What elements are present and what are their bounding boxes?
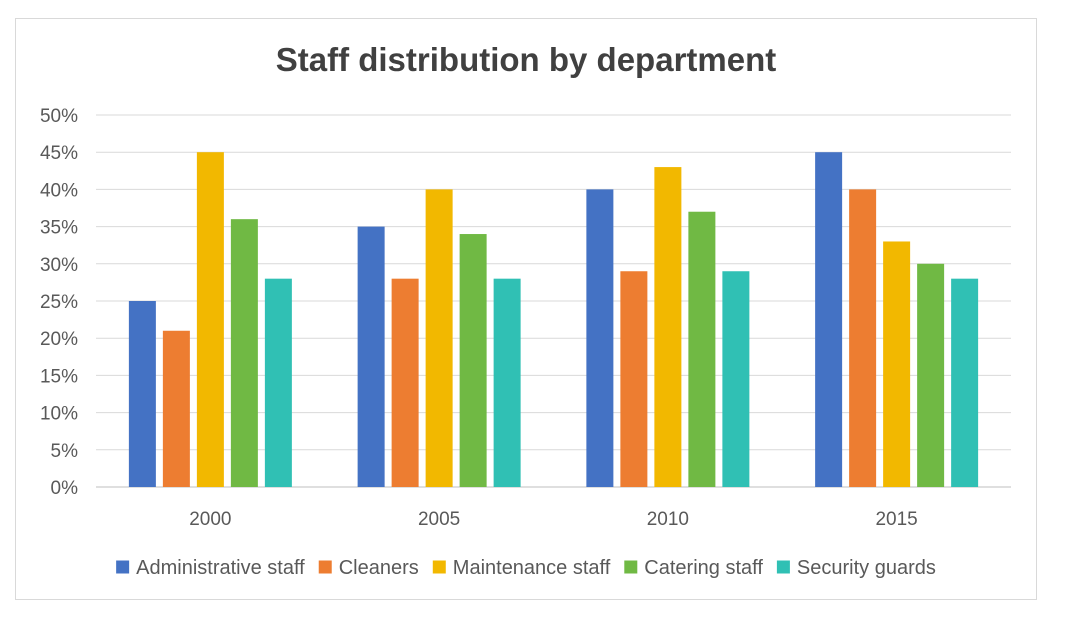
bar-cleaners-2010 [620, 271, 647, 487]
x-tick-label: 2010 [647, 509, 689, 530]
y-tick-label: 35% [40, 218, 78, 239]
bar-administrative-staff-2005 [358, 227, 385, 487]
legend-item: Administrative staff [116, 557, 305, 579]
legend-swatch [777, 561, 790, 574]
bar-administrative-staff-2015 [815, 152, 842, 487]
legend: Administrative staff Cleaners Maintenance … [116, 557, 936, 579]
bar-security-guards-2005 [494, 279, 521, 487]
legend-label: Security guards [797, 557, 936, 579]
legend-swatch [433, 561, 446, 574]
legend-item: Catering staff [624, 557, 763, 579]
bar-catering-staff-2005 [460, 234, 487, 487]
legend-swatch [624, 561, 637, 574]
bar-maintenance-staff-2000 [197, 152, 224, 487]
y-tick-label: 40% [40, 180, 78, 201]
y-tick-label: 25% [40, 292, 78, 313]
y-tick-label: 50% [40, 106, 78, 127]
bar-maintenance-staff-2015 [883, 241, 910, 487]
x-tick-label: 2005 [418, 509, 460, 530]
legend-label: Cleaners [339, 557, 419, 579]
legend-label: Administrative staff [136, 557, 305, 579]
bar-cleaners-2000 [163, 331, 190, 487]
bar-cleaners-2005 [392, 279, 419, 487]
bar-catering-staff-2015 [917, 264, 944, 487]
chart-title: Staff distribution by department [276, 41, 777, 78]
bar-maintenance-staff-2010 [654, 167, 681, 487]
x-tick-label: 2000 [189, 509, 231, 530]
x-tick-label: 2015 [875, 509, 917, 530]
legend-swatch [319, 561, 332, 574]
legend-item: Maintenance staff [433, 557, 611, 579]
bar-security-guards-2015 [951, 279, 978, 487]
bar-security-guards-2010 [722, 271, 749, 487]
y-tick-label: 20% [40, 329, 78, 350]
bar-administrative-staff-2010 [586, 189, 613, 487]
x-axis-ticks: 2000 2005 2010 2015 [189, 509, 918, 530]
bar-administrative-staff-2000 [129, 301, 156, 487]
bars [129, 152, 978, 487]
legend-swatch [116, 561, 129, 574]
chart-canvas: Staff distribution by department 0% 5% 10%… [16, 19, 1036, 599]
y-tick-label: 0% [51, 478, 79, 499]
legend-item: Cleaners [319, 557, 419, 579]
bar-security-guards-2000 [265, 279, 292, 487]
y-tick-label: 15% [40, 366, 78, 387]
bar-catering-staff-2010 [688, 212, 715, 487]
bar-maintenance-staff-2005 [426, 189, 453, 487]
legend-label: Catering staff [644, 557, 763, 579]
y-tick-label: 30% [40, 255, 78, 276]
y-axis-ticks: 0% 5% 10% 15% 20% 25% 30% 35% 40% 45% 50% [40, 106, 78, 499]
y-tick-label: 10% [40, 404, 78, 425]
bar-cleaners-2015 [849, 189, 876, 487]
y-tick-label: 5% [51, 441, 79, 462]
legend-item: Security guards [777, 557, 936, 579]
bar-catering-staff-2000 [231, 219, 258, 487]
y-tick-label: 45% [40, 143, 78, 164]
chart-frame: Staff distribution by department 0% 5% 10%… [15, 18, 1037, 600]
legend-label: Maintenance staff [453, 557, 611, 579]
